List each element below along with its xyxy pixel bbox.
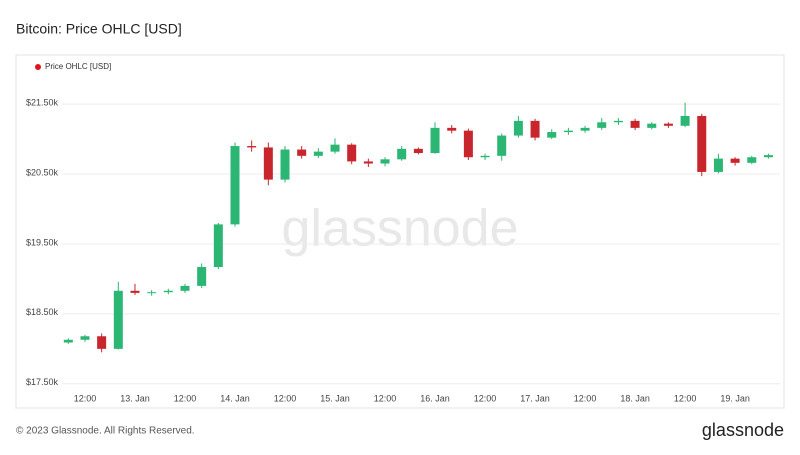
x-tick-label: 17. Jan [520, 393, 550, 403]
candle-body [463, 130, 473, 158]
x-tick-label: 19. Jan [720, 393, 750, 403]
candle-body [713, 158, 723, 172]
candle-body [347, 144, 357, 162]
candle-body [163, 290, 173, 293]
candle-body [80, 336, 90, 340]
candle-body [697, 115, 707, 172]
candle-body [747, 157, 757, 163]
candle-body [480, 155, 490, 158]
candle-body [430, 127, 440, 154]
footer: © 2023 Glassnode. All Rights Reserved. [16, 426, 195, 437]
candle-body [313, 151, 323, 156]
candle-body [113, 290, 123, 349]
candle-body [380, 159, 390, 164]
candle-body [497, 135, 507, 156]
x-tick-label: 14. Jan [220, 393, 250, 403]
x-tick-label: 12:00 [674, 393, 697, 403]
candle-body [613, 120, 623, 123]
candle-body [230, 146, 240, 225]
candle-body [247, 146, 257, 148]
y-tick-label: $17.50k [26, 377, 59, 387]
candle-body [363, 161, 373, 164]
y-tick-label: $20.50k [26, 167, 59, 177]
y-tick-label: $18.50k [26, 307, 59, 317]
candle-body [730, 158, 740, 163]
x-tick-label: 16. Jan [420, 393, 450, 403]
candle-body [630, 120, 640, 128]
x-tick-label: 12:00 [374, 393, 397, 403]
candle-body [147, 292, 157, 294]
candle-body [663, 123, 673, 126]
chart-title: Bitcoin: Price OHLC [USD] [16, 21, 182, 37]
x-tick-label: 15. Jan [320, 393, 350, 403]
candle-body [530, 120, 540, 138]
candle-body [180, 285, 190, 291]
x-tick-label: 12:00 [574, 393, 597, 403]
legend-marker [35, 64, 41, 70]
candle-body [130, 290, 140, 293]
candle-body [397, 148, 407, 160]
candle-body [513, 120, 523, 136]
candle-body [330, 144, 340, 152]
legend-label: Price OHLC [USD] [45, 62, 111, 71]
x-tick-label: 12:00 [174, 393, 197, 403]
chart-frame [15, 54, 785, 409]
candle-body [213, 224, 223, 268]
candle-body [547, 132, 557, 138]
candle-body [447, 127, 457, 131]
candle-body [763, 155, 773, 158]
candle-body [63, 339, 73, 343]
y-tick-label: $21.50k [26, 97, 59, 107]
x-tick-label: 12:00 [74, 393, 97, 403]
candle-body [280, 149, 290, 180]
candle-body [647, 123, 657, 128]
y-tick-label: $19.50k [26, 237, 59, 247]
logo: glassnode [702, 420, 784, 440]
candle-body [297, 149, 307, 156]
candle-body [680, 115, 690, 126]
x-tick-label: 12:00 [474, 393, 497, 403]
candle-body [197, 267, 207, 286]
candle-body [563, 130, 573, 133]
candle-body [580, 127, 590, 131]
watermark: glassnode [281, 200, 518, 258]
x-tick-label: 13. Jan [120, 393, 150, 403]
x-tick-label: 18. Jan [620, 393, 650, 403]
candle-body [597, 122, 607, 128]
candle-body [263, 147, 273, 180]
candle-body [413, 148, 423, 154]
candle-body [97, 336, 107, 349]
x-tick-label: 12:00 [274, 393, 297, 403]
